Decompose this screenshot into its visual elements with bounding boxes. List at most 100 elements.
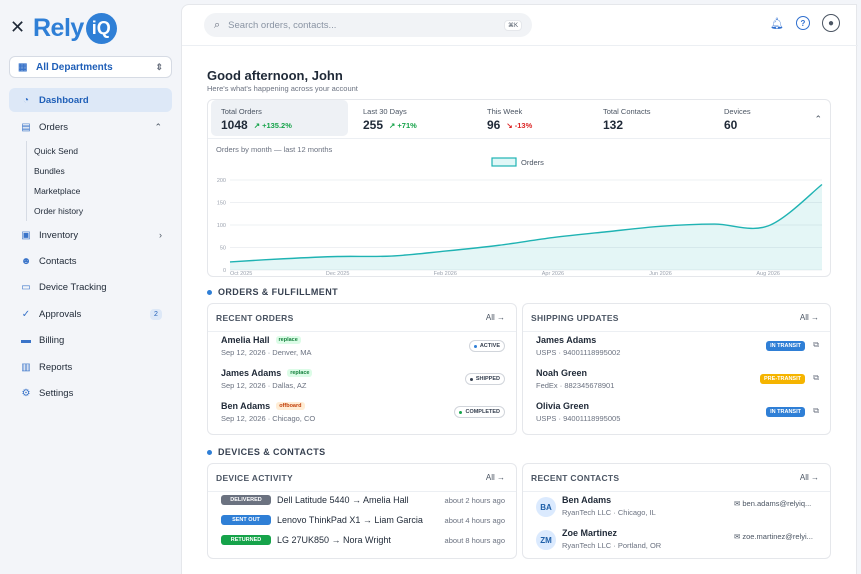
status-label: ACTIVE (479, 343, 500, 349)
sidebar-subitem-order-history[interactable]: Order history (34, 206, 84, 216)
logo: Rely iQ (33, 12, 117, 44)
sidebar-item-contacts[interactable]: ☻ Contacts (9, 249, 172, 273)
section-dot (207, 289, 212, 295)
greeting-title: Good afternoon, John (207, 68, 343, 83)
device-icon: ▭ (21, 281, 31, 293)
sidebar-item-reports[interactable]: ▥ Reports (9, 355, 172, 379)
sidebar-item-approvals[interactable]: ✓ Approvals 2 (9, 302, 172, 326)
order-name: Ben Adams (221, 401, 271, 411)
stat-devices[interactable]: Devices 60 (714, 100, 804, 136)
order-row[interactable]: Ben Adams offboard Sep 12, 2026 · Chicago… (221, 401, 505, 431)
divider (523, 491, 830, 492)
device-activity-row[interactable]: SENT OUT Lenovo ThinkPad X1 → Liam Garci… (221, 512, 505, 528)
close-icon[interactable]: ✕ (10, 17, 26, 37)
external-link-icon[interactable]: ⧉ (813, 373, 819, 382)
external-link-icon[interactable]: ⧉ (813, 340, 819, 349)
contact-email[interactable]: ✉ ben.adams@relyiq... (734, 499, 844, 508)
y-tick-label: 0 (223, 268, 226, 274)
users-icon: ☻ (20, 255, 32, 267)
user-avatar-icon[interactable]: ● (822, 14, 840, 32)
activity-time: about 8 hours ago (444, 535, 505, 545)
legend-swatch (491, 157, 517, 167)
section-devices-contacts: DEVICES & CONTACTS (207, 447, 326, 457)
sidebar-subitem-bundles[interactable]: Bundles (34, 166, 65, 176)
chevron-up-icon: ⌃ (154, 121, 162, 132)
stat-total-contacts[interactable]: Total Contacts 132 (593, 100, 703, 136)
y-tick-label: 150 (217, 201, 226, 207)
stat-this-week[interactable]: This Week 96 ↘ -13% (477, 100, 587, 136)
sidebar-item-device-tracking[interactable]: ▭ Device Tracking (9, 275, 172, 299)
order-name: James Adams (221, 368, 282, 378)
order-row[interactable]: James Adams replace Sep 12, 2026 · Dallas… (221, 368, 505, 398)
stat-last-30-days[interactable]: Last 30 Days 255 ↗ +71% (353, 100, 468, 136)
view-all-label: All (485, 473, 495, 482)
sidebar-item-settings[interactable]: ⚙ Settings (9, 381, 172, 405)
contact-meta: RyanTech LLC · Portland, OR (562, 541, 662, 550)
order-row[interactable]: Amelia Hall replace Sep 12, 2026 · Denver… (221, 335, 505, 365)
stat-label: This Week (487, 107, 523, 116)
stat-value: 132 (603, 118, 624, 132)
y-tick-label: 200 (217, 178, 226, 184)
view-all-link[interactable]: All → (485, 473, 505, 482)
logo-text: Rely (33, 13, 84, 42)
device-activity-row[interactable]: RETURNED LG 27UK850 → Nora Wright about … (221, 532, 505, 548)
contact-name: Zoe Martinez (562, 528, 618, 538)
sidebar-item-orders[interactable]: ▤ Orders ⌃ (9, 115, 172, 139)
search-input[interactable]: ⌕ Search orders, contacts... ⌘K (204, 13, 532, 37)
stat-value: 96 (487, 118, 501, 132)
divider (208, 331, 516, 332)
contact-email[interactable]: ✉ zoe.martinez@relyi... (734, 532, 844, 541)
order-meta: Sep 12, 2026 · Denver, MA (221, 348, 312, 357)
device-activity-panel: DEVICE ACTIVITY All → DELIVERED Dell Lat… (207, 463, 517, 559)
approvals-count-badge: 2 (150, 308, 162, 320)
stat-total-orders[interactable]: Total Orders 1048 ↗ +135.2% (211, 100, 348, 136)
view-all-link[interactable]: All → (799, 473, 819, 482)
stat-label: Total Contacts (603, 107, 651, 116)
search-icon: ⌕ (214, 18, 221, 31)
stat-value: 1048 (221, 118, 248, 132)
sidebar-subitem-quick-send[interactable]: Quick Send (34, 146, 78, 156)
chevron-up-icon[interactable]: ⌃ (814, 114, 822, 124)
stat-value: 60 (724, 118, 738, 132)
avatar: BA (536, 497, 556, 517)
recent-orders-panel: RECENT ORDERS All → Amelia Hall replace S… (207, 303, 517, 435)
card-icon: ▬ (21, 334, 31, 346)
status-badge: SHIPPED (464, 373, 505, 385)
help-icon[interactable]: ? (796, 16, 810, 30)
series-line (229, 183, 823, 263)
sidebar-item-billing[interactable]: ▬ Billing (9, 328, 172, 352)
x-tick-label: Jun 2026 (649, 271, 672, 276)
contact-row[interactable]: BA Ben Adams RyanTech LLC · Chicago, IL … (536, 495, 830, 525)
shipment-meta: USPS · 94001118995002 (536, 348, 621, 357)
sidebar-item-label: Settings (39, 387, 74, 399)
device-activity-row[interactable]: DELIVERED Dell Latitude 5440 → Amelia Ha… (221, 492, 505, 508)
divider (523, 331, 830, 332)
sidebar-item-label: Inventory (39, 229, 79, 241)
order-name: Amelia Hall (221, 335, 270, 345)
status-dot (459, 410, 463, 414)
y-tick-label: 100 (217, 223, 226, 229)
contact-row[interactable]: ZM Zoe Martinez RyanTech LLC · Portland,… (536, 528, 830, 558)
external-link-icon[interactable]: ⧉ (813, 406, 819, 415)
recent-contacts-panel: RECENT CONTACTS All → BA Ben Adams RyanT… (522, 463, 831, 559)
status-badge: IN TRANSIT (766, 407, 805, 417)
avatar: ZM (536, 530, 556, 550)
section-orders-fulfillment: ORDERS & FULFILLMENT (207, 287, 338, 297)
view-all-link[interactable]: All → (485, 313, 505, 322)
shipment-row[interactable]: Olivia Green USPS · 94001118995005 IN TR… (536, 401, 819, 431)
sidebar-item-dashboard[interactable]: ◔ Dashboard (9, 88, 172, 112)
department-select[interactable]: ▦ All Departments ⇕ (9, 56, 172, 78)
order-tag: replace (275, 336, 301, 344)
status-label: COMPLETED (465, 409, 500, 415)
shipment-row[interactable]: Noah Green FedEx · 882345678901 PRE-TRAN… (536, 368, 819, 398)
shipment-row[interactable]: James Adams USPS · 94001118995002 IN TRA… (536, 335, 819, 365)
stat-delta: ↗ +71% (389, 120, 417, 130)
view-all-link[interactable]: All → (799, 313, 819, 322)
status-badge: COMPLETED (454, 406, 505, 418)
activity-text: LG 27UK850 → Nora Wright (277, 535, 391, 545)
bell-icon[interactable]: 🔔︎ (770, 17, 784, 30)
sidebar-item-inventory[interactable]: ▣ Inventory › (9, 223, 172, 247)
order-meta: Sep 12, 2026 · Dallas, AZ (221, 381, 307, 390)
sidebar-subitem-marketplace[interactable]: Marketplace (34, 186, 81, 196)
status-badge: ACTIVE (468, 340, 505, 352)
